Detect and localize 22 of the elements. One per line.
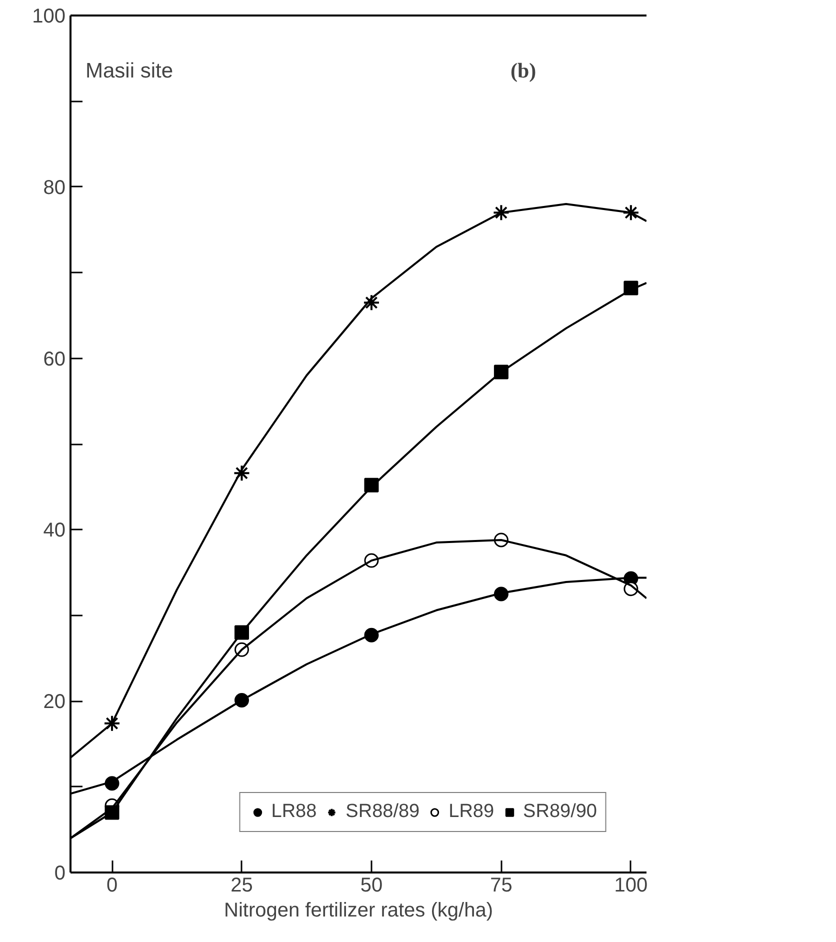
x-axis-title: Nitrogen fertilizer rates (kg/ha) xyxy=(224,900,493,922)
y-tick-label: 60 xyxy=(43,348,66,370)
point xyxy=(622,204,640,222)
legend-label: SR89/90 xyxy=(523,801,597,823)
legend-label: LR88 xyxy=(271,801,317,823)
x-tick-label: 25 xyxy=(230,874,253,896)
annotation: Masii site xyxy=(86,60,174,82)
x-tick-label: 100 xyxy=(614,874,648,896)
legend-label: SR88/89 xyxy=(346,801,420,823)
x-tick-label: 75 xyxy=(490,874,512,896)
y-tick-label: 100 xyxy=(32,6,66,28)
y-tick-label: 40 xyxy=(43,520,66,542)
y-tick-label: 80 xyxy=(43,176,66,199)
annotation: (b) xyxy=(510,58,536,82)
point xyxy=(233,464,250,482)
y-tick-label: 20 xyxy=(43,691,66,714)
x-tick-label: 0 xyxy=(106,874,118,896)
x-tick-label: 50 xyxy=(360,874,383,896)
point xyxy=(104,714,121,732)
point xyxy=(362,294,380,312)
point xyxy=(492,204,510,222)
legend-label: LR89 xyxy=(448,801,494,823)
